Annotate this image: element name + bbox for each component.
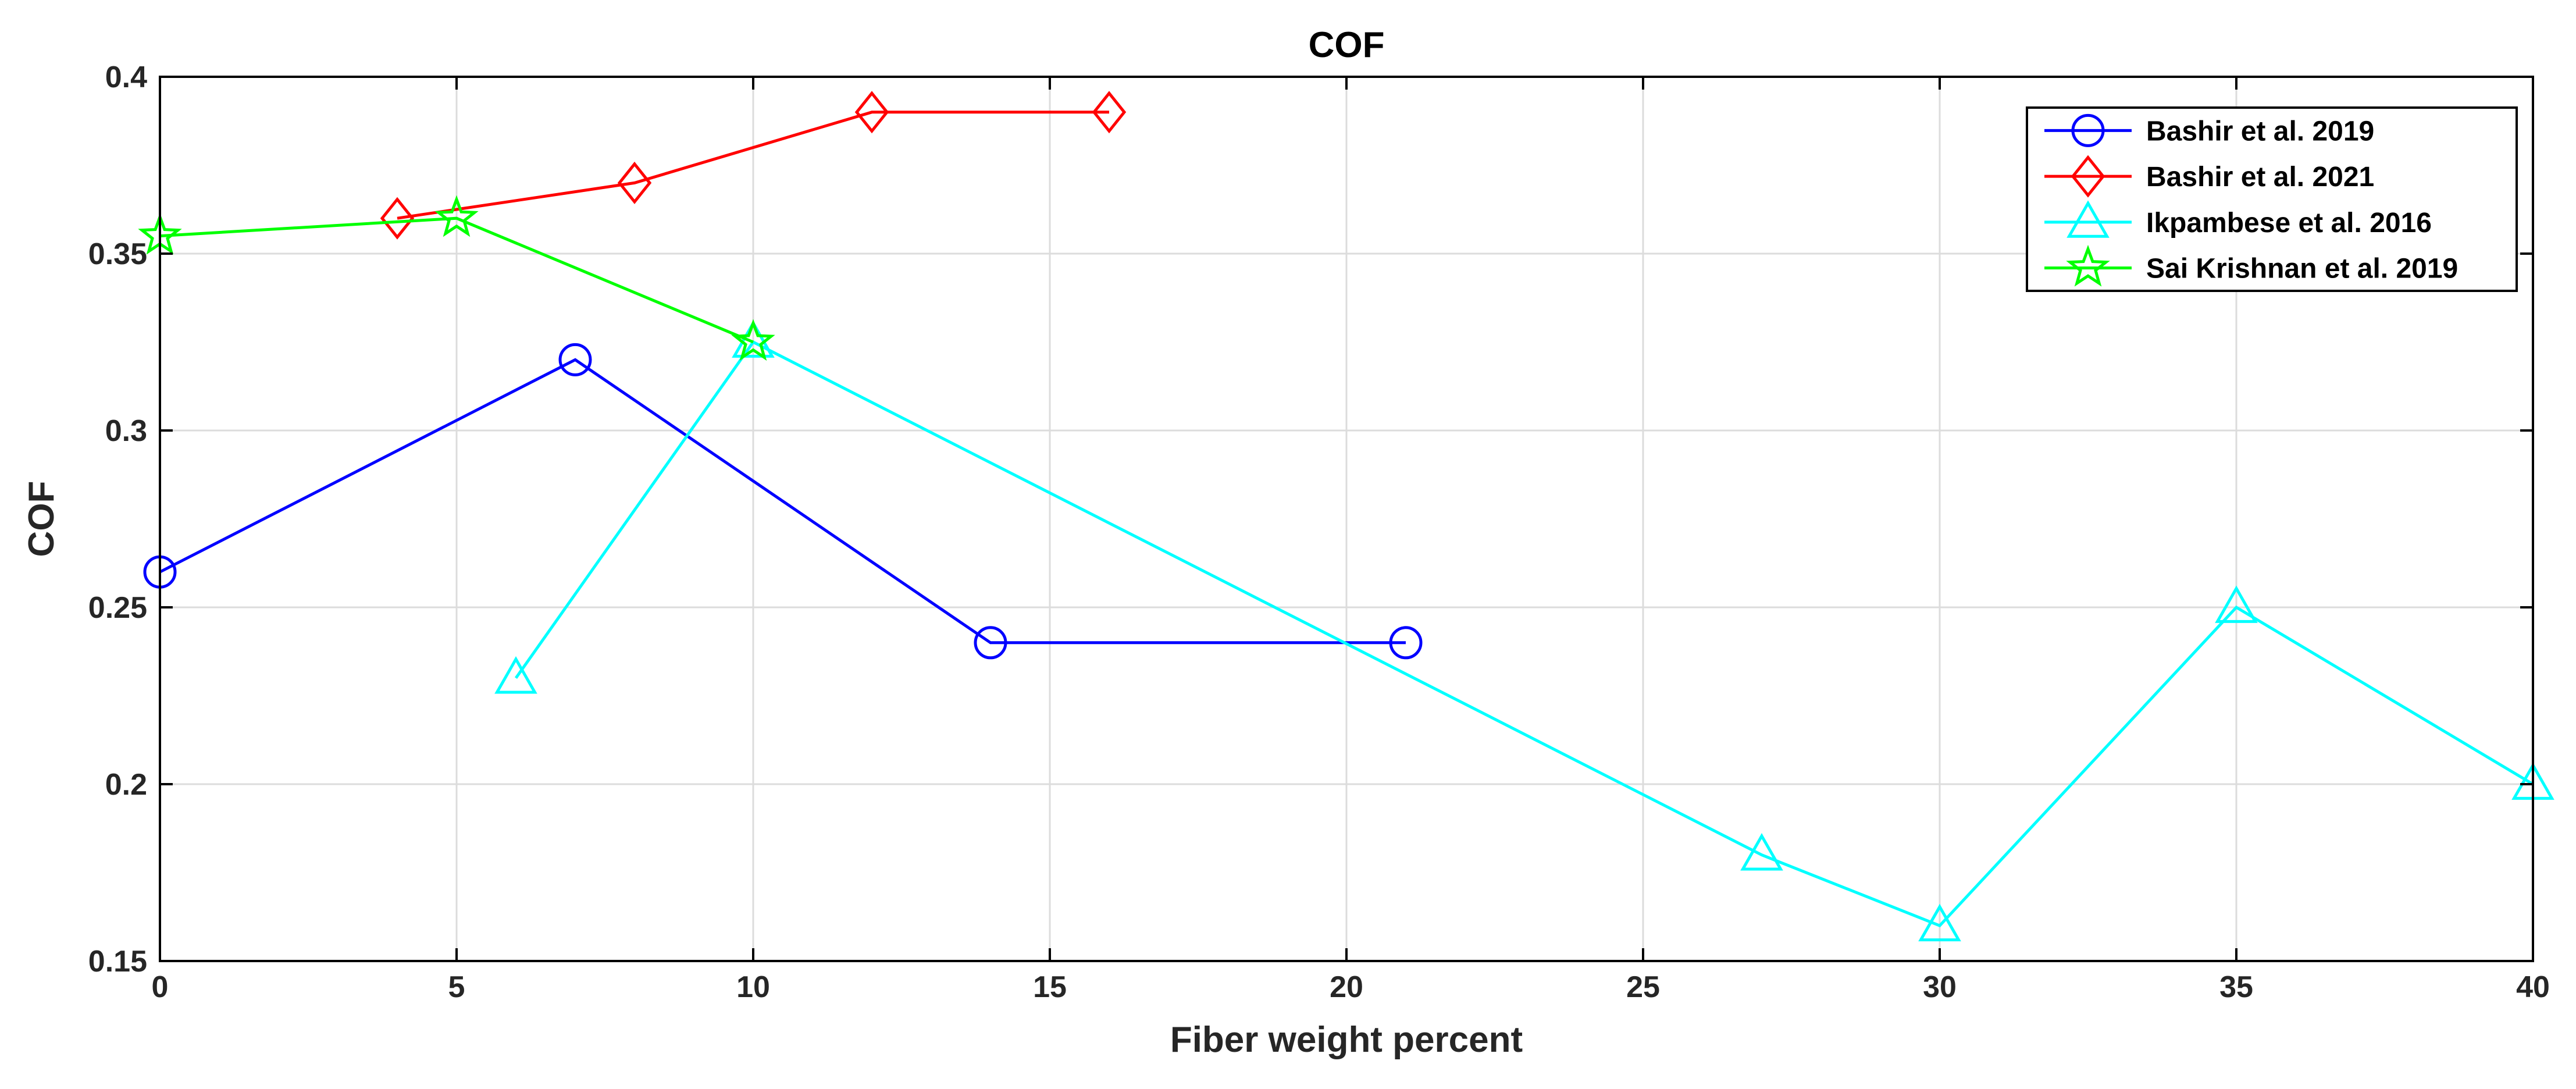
- legend-label: Sai Krishnan et al. 2019: [2146, 254, 2458, 284]
- legend-label: Bashir et al. 2021: [2146, 162, 2374, 193]
- data-point-circle: [1389, 626, 1423, 660]
- tick-labels: 0 5 10 15 20 25 30 35 40 0.15 0.2 0.25 0.3 0.35 0.4: [88, 61, 2550, 1004]
- x-tick-label: 40: [2516, 970, 2550, 1004]
- data-point-triangle: [732, 320, 775, 358]
- legend-box: [2026, 106, 2518, 292]
- legend-item: Ikpambese et al. 2016: [2044, 200, 2432, 239]
- data-point-circle: [974, 626, 1007, 660]
- legend-marker-diamond: [2071, 155, 2105, 198]
- legend-label: Bashir et al. 2019: [2146, 116, 2374, 147]
- data-point-diamond: [380, 197, 415, 240]
- data-point-triangle: [494, 656, 537, 694]
- series-line: [397, 111, 1109, 220]
- data-point-star: [731, 319, 775, 361]
- x-tick-label: 25: [1626, 970, 1660, 1004]
- data-point-diamond: [617, 161, 652, 204]
- data-point-diamond: [854, 91, 889, 134]
- x-tick-label: 30: [1923, 970, 1957, 1004]
- series-line: [514, 340, 2534, 928]
- chart-title: COF: [1309, 25, 1385, 65]
- x-axis-label: Fiber weight percent: [1170, 1020, 1523, 1060]
- axes: [159, 76, 2534, 962]
- x-tick-label: 15: [1033, 970, 1067, 1004]
- legend-label: Ikpambese et al. 2016: [2146, 208, 2432, 239]
- y-tick-label: 0.25: [88, 591, 147, 625]
- data-point-circle: [558, 343, 592, 376]
- data-point-triangle: [1740, 833, 1783, 871]
- data-point-diamond: [1092, 91, 1127, 134]
- legend-marker-circle: [2071, 113, 2105, 147]
- x-tick-label: 5: [448, 970, 465, 1004]
- series-line: [159, 216, 754, 344]
- x-tick-label: 35: [2219, 970, 2253, 1004]
- x-tick-label: 10: [736, 970, 770, 1004]
- y-axis-label: COF: [22, 481, 62, 557]
- y-tick-label: 0.15: [88, 945, 147, 978]
- y-tick-label: 0.2: [105, 768, 147, 802]
- legend-marker-triangle: [2066, 200, 2110, 238]
- x-tick-label: 20: [1330, 970, 1363, 1004]
- series-1: [380, 91, 1127, 240]
- legend: Bashir et al. 2019 Bashir et al. 2021 Ikpa…: [2026, 106, 2518, 292]
- y-tick-label: 0.4: [105, 61, 147, 94]
- y-tick-label: 0.35: [88, 237, 147, 271]
- legend-item: Bashir et al. 2021: [2044, 155, 2374, 198]
- series-2: [494, 320, 2554, 942]
- legend-marker-star: [2066, 244, 2110, 287]
- data-point-star: [434, 195, 479, 237]
- data-point-triangle: [1918, 903, 1961, 942]
- series-line: [159, 358, 1406, 645]
- legend-item: Bashir et al. 2019: [2044, 113, 2374, 147]
- legend-item: Sai Krishnan et al. 2019: [2044, 244, 2458, 287]
- data-point-triangle: [2215, 585, 2258, 623]
- x-tick-label: 0: [152, 970, 169, 1004]
- y-tick-label: 0.3: [105, 414, 147, 448]
